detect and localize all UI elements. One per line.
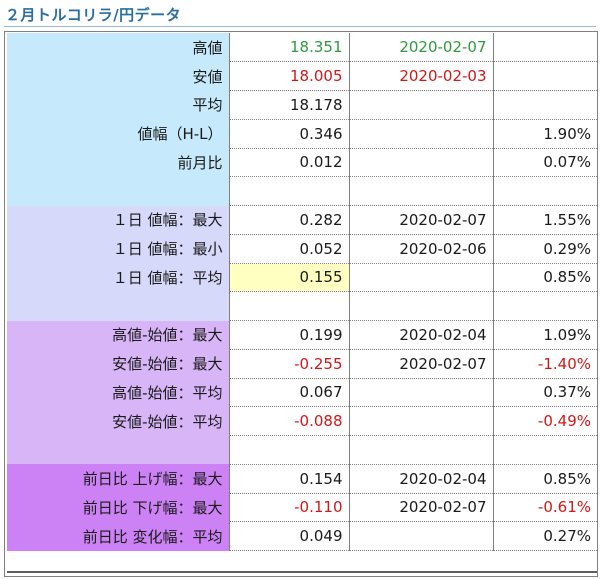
date-cell (349, 406, 494, 436)
percent-cell: -1.40% (493, 349, 597, 379)
percent-cell: 0.85% (493, 263, 597, 293)
percent-cell: -0.61% (493, 493, 597, 523)
table-row: １日 値幅：最大 0.282 2020-02-07 1.55% (7, 205, 597, 235)
row-label: １日 値幅：平均 (7, 263, 230, 292)
table-row: 安値-始値：最大 -0.255 2020-02-07 -1.40% (7, 349, 597, 379)
date-cell (349, 148, 494, 178)
row-label: １日 値幅：最小 (7, 234, 230, 263)
date-cell: 2020-02-03 (349, 61, 494, 91)
date-cell: 2020-02-06 (349, 234, 494, 264)
date-cell (349, 263, 494, 293)
value-cell: 18.178 (229, 90, 350, 120)
row-label: 高値-始値：平均 (7, 378, 230, 407)
value-cell: 18.005 (229, 61, 350, 91)
row-label: 安値-始値：平均 (7, 406, 230, 436)
value-cell: 18.351 (229, 33, 350, 63)
table-row: 高値-始値：最大 0.199 2020-02-04 1.09% (7, 320, 597, 350)
title-underline (4, 26, 596, 27)
percent-cell: 0.27% (493, 521, 597, 551)
percent-cell: 1.09% (493, 320, 597, 350)
percent-cell (493, 291, 597, 321)
value-cell: 0.282 (229, 205, 350, 235)
percent-cell (493, 61, 597, 91)
table-bottom-rule (7, 571, 597, 573)
row-label (7, 435, 230, 465)
date-cell: 2020-02-07 (349, 33, 494, 63)
row-label (7, 176, 230, 206)
date-cell: 2020-02-07 (349, 493, 494, 523)
row-label: 安値 (7, 61, 230, 91)
value-cell: -0.110 (229, 493, 350, 523)
date-cell: 2020-02-07 (349, 205, 494, 235)
rate-data-table: 高値 18.351 2020-02-07 安値 18.005 2020-02-03 平均 18… (7, 33, 597, 551)
percent-cell: 0.07% (493, 148, 597, 178)
value-cell (229, 291, 350, 321)
percent-cell (493, 33, 597, 63)
date-cell (349, 90, 494, 120)
value-cell: 0.199 (229, 320, 350, 350)
value-cell: 0.049 (229, 521, 350, 551)
table-row: １日 値幅：平均 0.155 0.85% (7, 263, 597, 293)
table-row (7, 176, 597, 206)
table-row: 高値-始値：平均 0.067 0.37% (7, 378, 597, 408)
value-cell: 0.346 (229, 119, 350, 149)
percent-cell (493, 435, 597, 465)
value-cell: 0.155 (229, 263, 350, 293)
value-cell (229, 176, 350, 206)
table-row: 前日比 下げ幅：最大 -0.110 2020-02-07 -0.61% (7, 493, 597, 523)
page-title: ２月トルコリラ/円データ (5, 6, 182, 24)
table-row: 前月比 0.012 0.07% (7, 148, 597, 178)
date-cell (349, 521, 494, 551)
value-cell (229, 435, 350, 465)
table-row: １日 値幅：最小 0.052 2020-02-06 0.29% (7, 234, 597, 264)
table-row: 前日比 変化幅：平均 0.049 0.27% (7, 521, 597, 551)
value-cell: 0.052 (229, 234, 350, 264)
table-row: 値幅（H-L） 0.346 1.90% (7, 119, 597, 149)
value-cell: -0.255 (229, 349, 350, 379)
row-label: 前日比 下げ幅：最大 (7, 493, 230, 522)
percent-cell: 1.55% (493, 205, 597, 235)
percent-cell: 0.85% (493, 464, 597, 494)
value-cell: 0.067 (229, 378, 350, 408)
table-row (7, 435, 597, 465)
table-row: 高値 18.351 2020-02-07 (7, 33, 597, 63)
date-cell (349, 378, 494, 408)
date-cell (349, 435, 494, 465)
row-label: 高値-始値：最大 (7, 320, 230, 350)
percent-cell: 1.90% (493, 119, 597, 149)
row-label: 値幅（H-L） (7, 119, 230, 148)
value-cell: 0.154 (229, 464, 350, 494)
percent-cell: -0.49% (493, 406, 597, 436)
table-row: 安値-始値：平均 -0.088 -0.49% (7, 406, 597, 436)
table-row: 安値 18.005 2020-02-03 (7, 61, 597, 91)
table-row (7, 291, 597, 321)
percent-cell: 0.29% (493, 234, 597, 264)
row-label (7, 291, 230, 321)
row-label: 高値 (7, 33, 230, 62)
row-label: 前月比 (7, 148, 230, 177)
date-cell: 2020-02-04 (349, 464, 494, 494)
percent-cell: 0.37% (493, 378, 597, 408)
row-label: 前日比 上げ幅：最大 (7, 464, 230, 493)
table-row: 平均 18.178 (7, 90, 597, 120)
table-body: 高値 18.351 2020-02-07 安値 18.005 2020-02-03 平均 18… (7, 33, 597, 551)
date-cell: 2020-02-07 (349, 349, 494, 379)
row-label: 安値-始値：最大 (7, 349, 230, 378)
table-row: 前日比 上げ幅：最大 0.154 2020-02-04 0.85% (7, 464, 597, 494)
date-cell: 2020-02-04 (349, 320, 494, 350)
date-cell (349, 176, 494, 206)
value-cell: -0.088 (229, 406, 350, 436)
date-cell (349, 119, 494, 149)
row-label: １日 値幅：最大 (7, 205, 230, 235)
row-label: 前日比 変化幅：平均 (7, 521, 230, 551)
table-frame (4, 31, 598, 577)
percent-cell (493, 176, 597, 206)
date-cell (349, 291, 494, 321)
value-cell: 0.012 (229, 148, 350, 178)
percent-cell (493, 90, 597, 120)
row-label: 平均 (7, 90, 230, 120)
